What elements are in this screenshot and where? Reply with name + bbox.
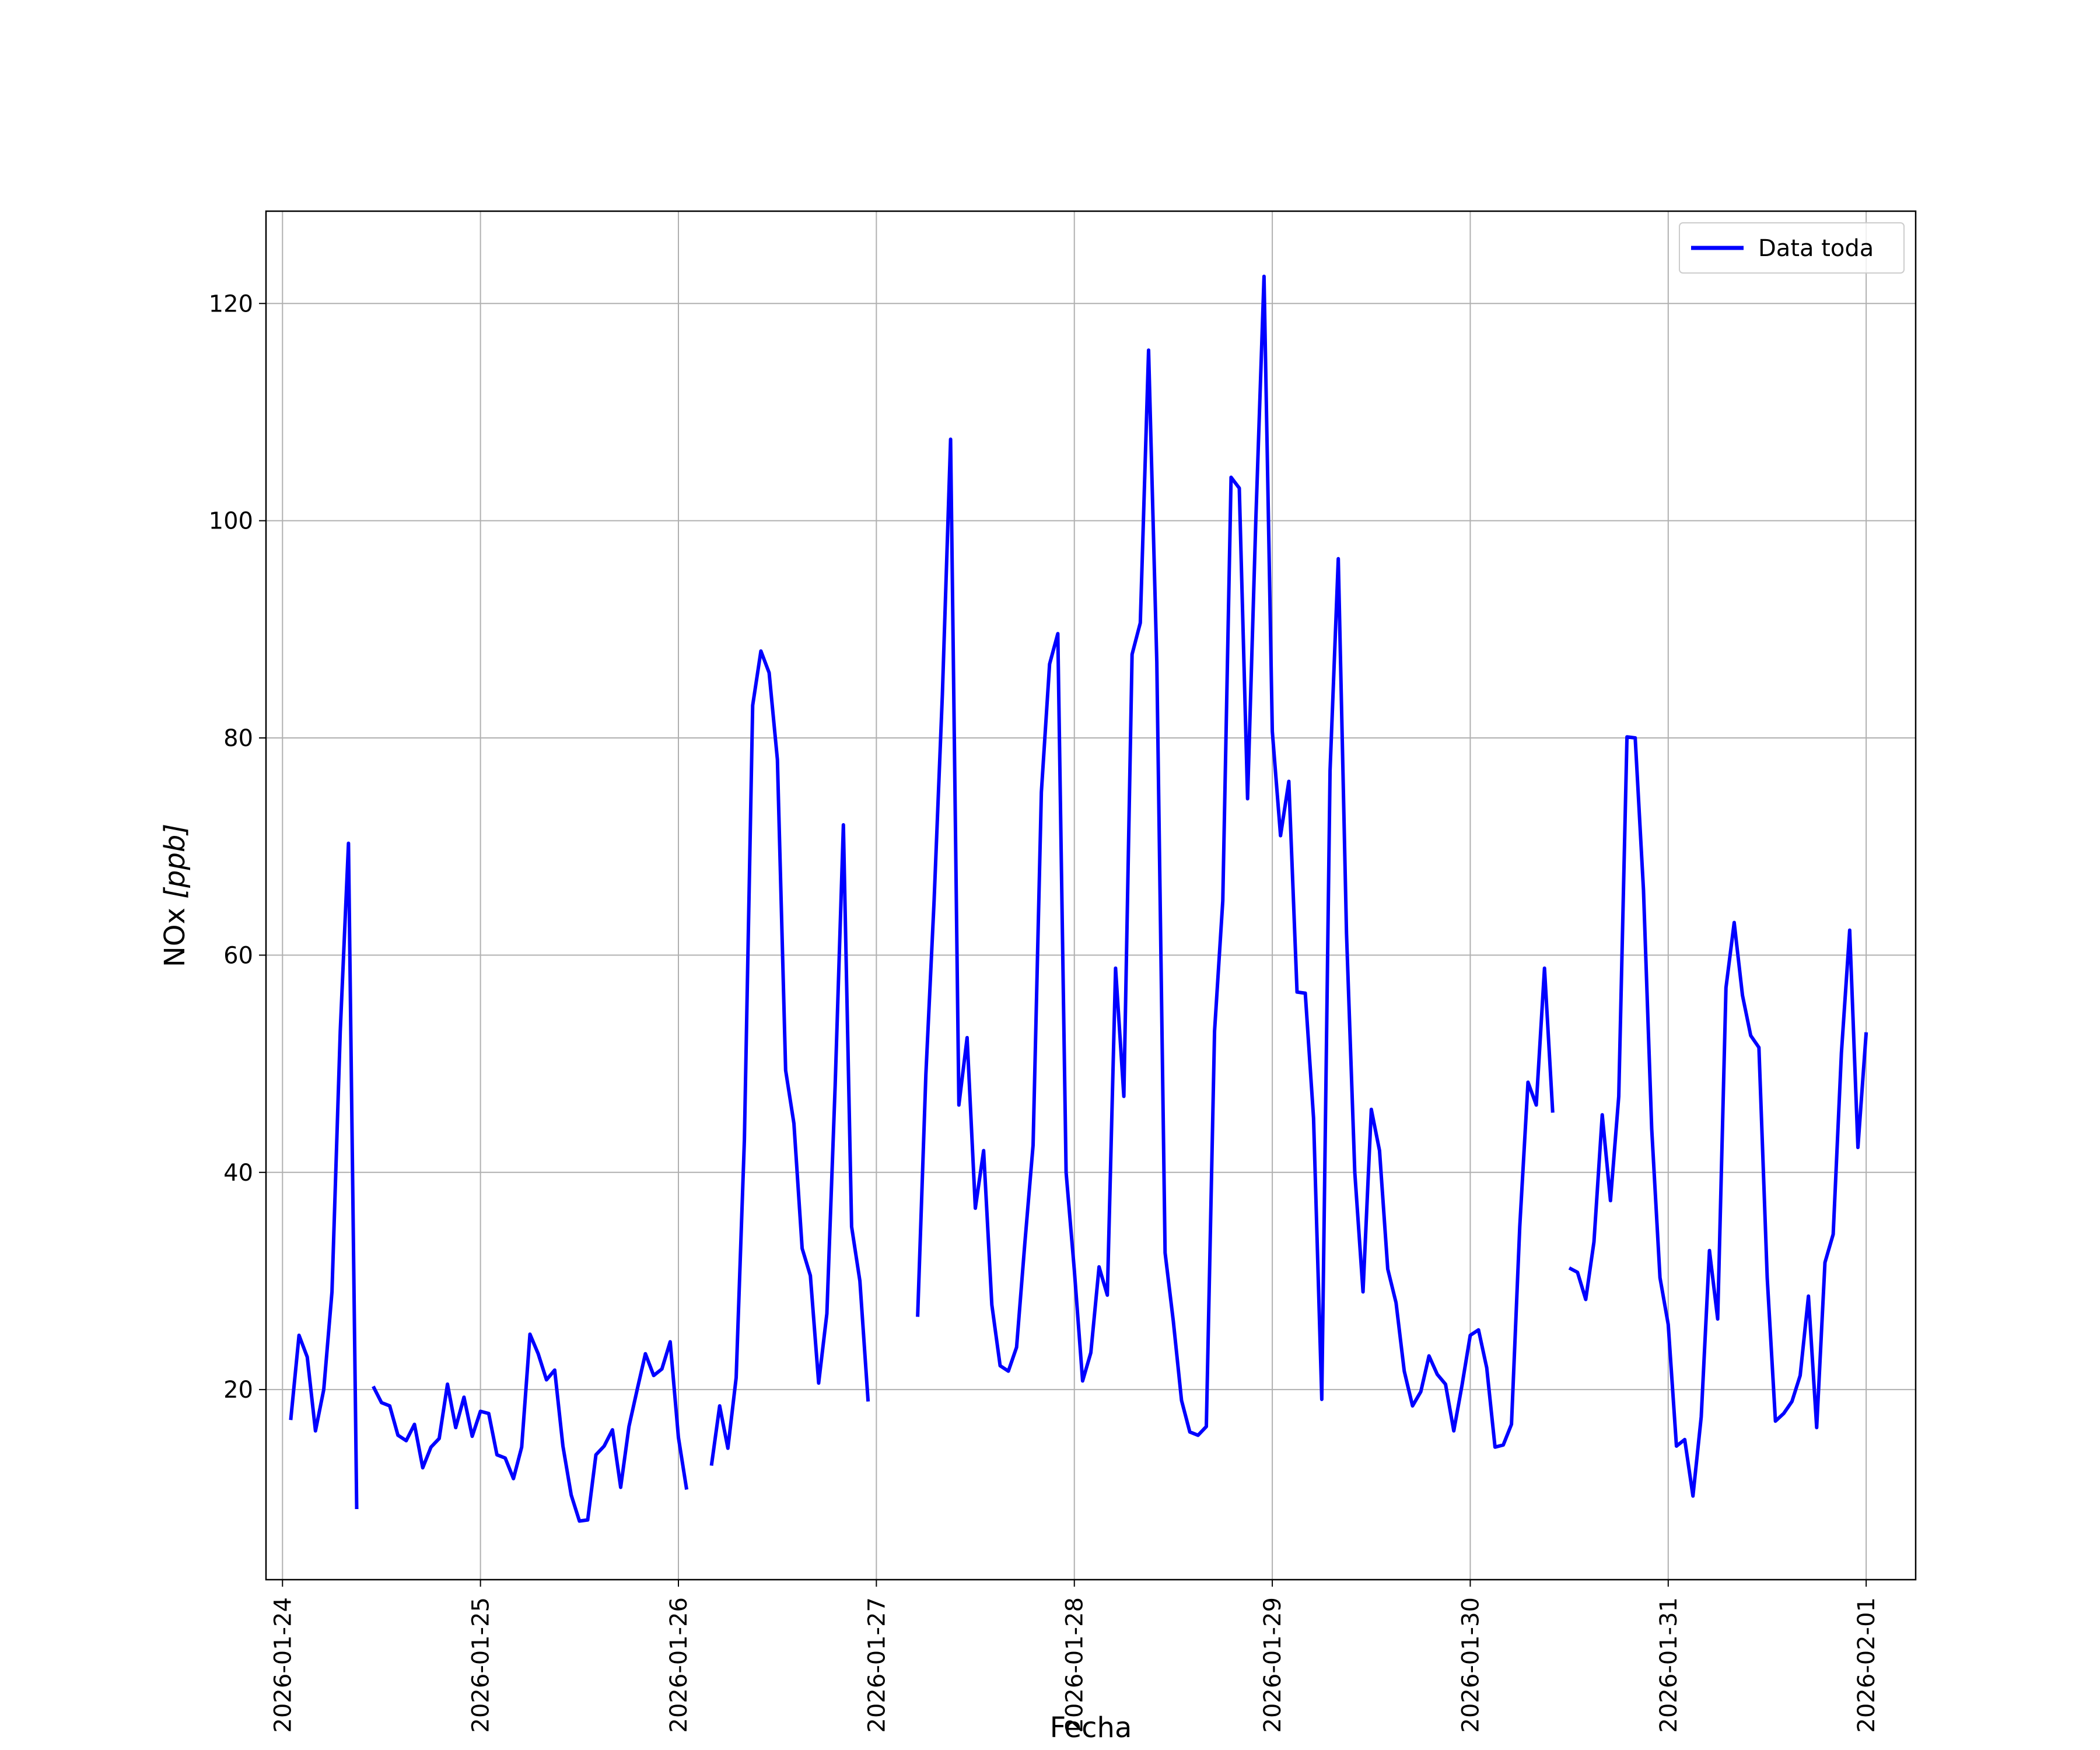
y-tick-label: 120 xyxy=(209,290,253,317)
y-axis: 20 40 60 80 100 120 xyxy=(209,290,266,1404)
y-tick-label: 60 xyxy=(223,942,253,969)
y-tick-label: 20 xyxy=(223,1377,253,1404)
x-tick-label: 2026-02-01 xyxy=(1853,1597,1880,1732)
y-tick-label: 40 xyxy=(223,1160,253,1186)
x-tick-label: 2026-01-24 xyxy=(270,1597,296,1732)
x-tick-label: 2026-01-31 xyxy=(1656,1597,1682,1732)
legend: Data toda xyxy=(1679,222,1905,274)
x-tick-label: 2026-01-28 xyxy=(1062,1597,1088,1732)
x-tick-label: 2026-01-29 xyxy=(1259,1597,1286,1732)
y-tick-label: 80 xyxy=(223,725,253,752)
x-tick-label: 2026-01-26 xyxy=(666,1597,692,1732)
series-line-segment xyxy=(372,1332,689,1523)
plot-area-frame xyxy=(265,210,1917,1581)
x-axis: 2026-01-24 2026-01-25 2026-01-26 2026-01-27… xyxy=(270,1580,1880,1732)
legend-label-data-toda: Data toda xyxy=(1758,235,1874,262)
y-tick-label: 100 xyxy=(209,508,253,535)
y-axis-title-unit: [ppb] xyxy=(159,824,191,899)
x-axis-title: Fecha xyxy=(1050,1712,1132,1744)
y-axis-title: NOx [ppb] xyxy=(159,824,191,967)
legend-box xyxy=(1679,222,1905,274)
grid-lines xyxy=(266,211,1916,1580)
x-tick-label: 2026-01-30 xyxy=(1457,1597,1484,1732)
series-line-segment xyxy=(916,274,1555,1449)
y-axis-title-main: NOx xyxy=(159,899,191,967)
x-tick-label: 2026-01-25 xyxy=(468,1597,495,1732)
x-tick-label: 2026-01-27 xyxy=(863,1597,890,1732)
series-layer xyxy=(289,274,1868,1523)
series-line-segment xyxy=(1568,735,1868,1498)
series-line-segment xyxy=(289,841,359,1510)
series-line-segment xyxy=(709,649,870,1466)
